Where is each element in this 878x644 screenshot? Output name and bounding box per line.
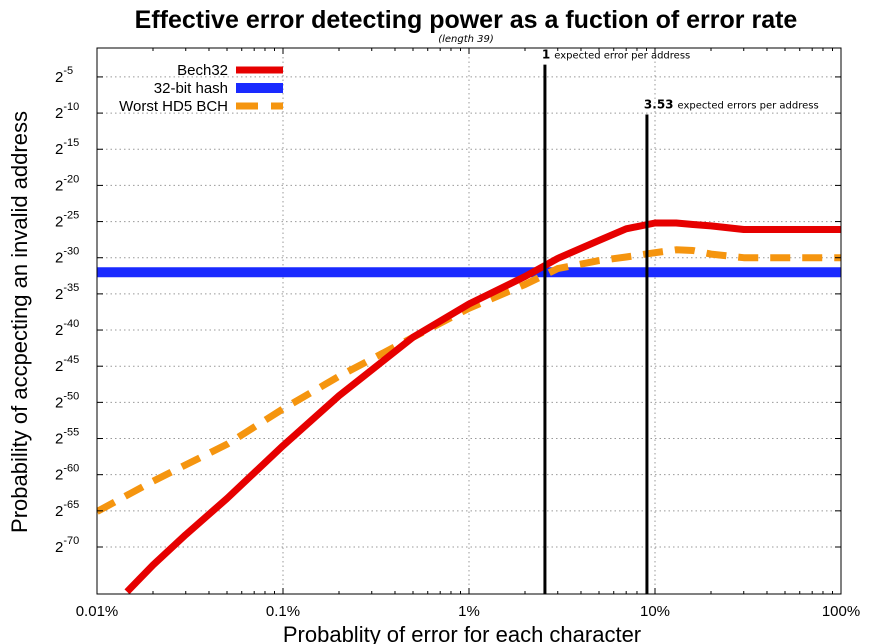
x-axis-label: Probablity of error for each character (283, 622, 641, 644)
y-tick-base: 2 (55, 250, 63, 267)
y-tick-exponent: -70 (63, 535, 79, 547)
y-tick-base: 2 (55, 105, 63, 122)
y-tick-exponent: -45 (63, 354, 79, 366)
y-tick-exponent: -60 (63, 463, 79, 475)
y-tick-label: 2-65 (55, 499, 79, 520)
annotations: 1 expected error per address 3.53 expected … (542, 48, 819, 594)
y-tick-exponent: -10 (63, 101, 79, 113)
x-tick-label: 10% (640, 603, 670, 620)
y-tick-base: 2 (55, 69, 63, 86)
y-tick-label: 2-25 (55, 210, 79, 231)
axes: 0.01% 0.1% 1% 10% 100%2-52-102-152-202-252-3… (55, 47, 860, 620)
y-tick-exponent: -20 (63, 173, 79, 185)
y-tick-base: 2 (55, 358, 63, 375)
y-tick-label: 2-30 (55, 246, 79, 267)
y-tick-base: 2 (55, 141, 63, 158)
y-tick-base: 2 (55, 286, 63, 303)
y-tick-exponent: -15 (63, 137, 79, 149)
y-tick-exponent: -35 (63, 282, 79, 294)
y-tick-exponent: -50 (63, 390, 79, 402)
y-tick-exponent: -5 (63, 65, 73, 77)
y-axis-label: Probability of accpecting an invalid add… (7, 111, 32, 533)
chart-subtitle: (length 39) (438, 34, 494, 45)
y-tick-label: 2-5 (55, 65, 73, 86)
legend-label: Worst HD5 BCH (119, 98, 228, 115)
x-tick-label: 100% (822, 603, 860, 620)
y-tick-base: 2 (55, 177, 63, 194)
chart-title: Effective error detecting power as a fuc… (135, 6, 798, 34)
y-tick-exponent: -55 (63, 427, 79, 439)
y-tick-base: 2 (55, 394, 63, 411)
y-tick-label: 2-35 (55, 282, 79, 303)
y-tick-base: 2 (55, 467, 63, 484)
x-tick-label: 0.1% (266, 603, 300, 620)
y-tick-base: 2 (55, 503, 63, 520)
legend-label: Bech32 (177, 62, 228, 79)
annotation-label: 3.53 expected errors per address (644, 98, 819, 112)
y-tick-label: 2-45 (55, 354, 79, 375)
y-tick-base: 2 (55, 539, 63, 556)
series-line-worst-hd5-bch (97, 246, 841, 515)
y-tick-label: 2-20 (55, 173, 79, 194)
x-tick-label: 0.01% (76, 603, 119, 620)
annotation-label: 1 expected error per address (542, 48, 690, 62)
annotation-value: 3.53 (644, 98, 674, 112)
y-tick-exponent: -65 (63, 499, 79, 511)
y-tick-base: 2 (55, 322, 63, 339)
y-tick-label: 2-50 (55, 390, 79, 411)
legend-label: 32-bit hash (154, 80, 228, 97)
grid (97, 48, 841, 594)
x-tick-label: 1% (458, 603, 480, 620)
series-layer (97, 219, 841, 594)
y-tick-label: 2-70 (55, 535, 79, 556)
y-tick-label: 2-55 (55, 427, 79, 448)
y-tick-base: 2 (55, 431, 63, 448)
plot-frame (96, 47, 842, 595)
y-tick-exponent: -30 (63, 246, 79, 258)
y-tick-label: 2-15 (55, 137, 79, 158)
annotation-text: expected errors per address (678, 101, 819, 112)
annotation-text: expected error per address (554, 51, 690, 62)
y-tick-label: 2-40 (55, 318, 79, 339)
y-tick-label: 2-10 (55, 101, 79, 122)
series-line-bech32 (124, 219, 841, 594)
y-tick-exponent: -40 (63, 318, 79, 330)
annotation-value: 1 (542, 48, 550, 62)
y-tick-base: 2 (55, 214, 63, 231)
y-tick-exponent: -25 (63, 210, 79, 222)
y-tick-label: 2-60 (55, 463, 79, 484)
